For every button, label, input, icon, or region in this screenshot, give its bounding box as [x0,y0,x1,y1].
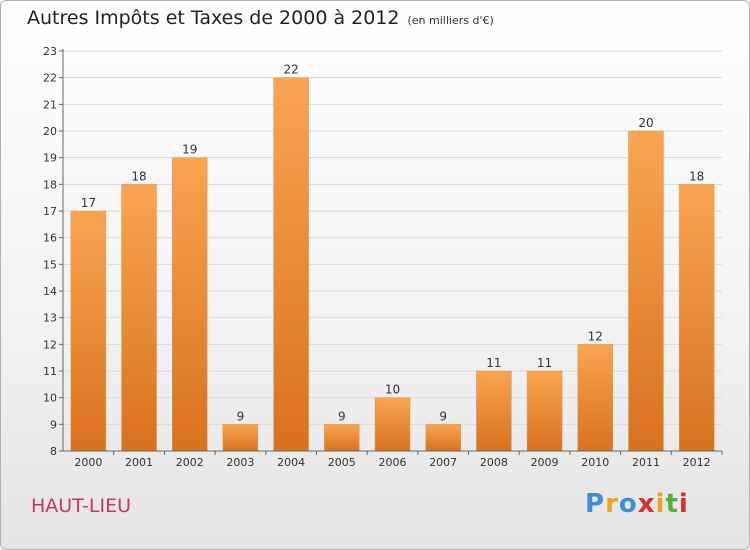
y-tick-label: 9 [50,418,57,431]
y-tick-label: 20 [43,125,57,138]
bar-value-label: 9 [237,409,245,423]
bar-value-label: 12 [588,329,603,343]
x-tick-label: 2008 [480,456,508,469]
y-tick-label: 19 [43,152,57,165]
bar-2006 [374,397,411,452]
bar-2005 [324,424,360,452]
bar-value-label: 10 [385,383,400,397]
axes [59,49,723,455]
y-tick-label: 21 [43,98,57,111]
bar-2010 [577,344,614,452]
commune-name: HAUT-LIEU [31,495,132,517]
bar-2011 [628,130,664,452]
logo-letter: x [637,489,656,519]
x-tick-label: 2012 [683,456,711,469]
y-tick-label: 11 [43,365,57,378]
y-tick-label: 23 [43,45,57,58]
bar-value-label: 17 [81,196,96,210]
bar-value-label: 18 [689,169,704,183]
bar-2003 [222,424,259,452]
y-tick-label: 17 [43,205,57,218]
bar-value-label: 18 [131,169,146,183]
x-tick-label: 2005 [328,456,356,469]
logo-letter: r [605,489,619,519]
x-tick-label: 2007 [429,456,457,469]
y-tick-label: 8 [50,445,57,458]
y-tick-label: 15 [43,258,57,271]
logo-letter: i [678,489,689,519]
bar-2002 [171,157,208,452]
bar-2012 [678,184,715,452]
x-tick-label: 2011 [632,456,660,469]
bar-value-labels: 17 18 19 9 22 9 10 9 11 11 12 20 18 [81,63,705,424]
logo-letter: t [665,489,679,519]
bars [70,77,715,452]
x-axis-tick-labels: 2000 2001 2002 2003 2004 2005 2006 2007 2008 2009… [74,456,710,469]
y-tick-label: 12 [43,338,57,351]
chart-title: Autres Impôts et Taxes de 2000 à 2012 (en… [27,7,494,29]
x-tick-label: 2001 [125,456,153,469]
y-tick-label: 18 [43,178,57,191]
y-axis-tick-labels: 8 9 10 11 12 13 14 15 16 17 18 19 20 21 22 23 [43,45,57,458]
x-tick-label: 2002 [176,456,204,469]
y-tick-label: 22 [43,72,57,85]
y-tick-label: 10 [43,392,57,405]
bar-2001 [121,184,157,452]
bar-2008 [476,370,512,452]
bar-2004 [273,77,309,452]
logo-letter: i [655,489,666,519]
bar-2007 [425,424,461,452]
bar-2009 [526,370,563,452]
bar-value-label: 20 [638,116,653,130]
x-tick-label: 2000 [74,456,102,469]
y-tick-label: 16 [43,232,57,245]
y-tick-label: 14 [43,285,57,298]
x-tick-label: 2006 [379,456,407,469]
proxiti-logo: Proxiti [585,489,689,519]
bar-value-label: 19 [182,143,197,157]
logo-letter: o [618,489,638,519]
bar-value-label: 11 [537,356,552,370]
bar-2000 [70,210,107,452]
logo-letter: P [585,489,606,519]
bar-value-label: 11 [486,356,501,370]
y-tick-label: 13 [43,312,57,325]
x-tick-label: 2009 [531,456,559,469]
bar-value-label: 9 [439,409,447,423]
bar-value-label: 22 [283,63,298,77]
chart-title-text: Autres Impôts et Taxes de 2000 à 2012 [27,7,400,29]
chart-subtitle: (en milliers d'€) [407,14,494,27]
x-tick-label: 2003 [226,456,254,469]
bar-value-label: 9 [338,409,346,423]
x-tick-label: 2010 [581,456,609,469]
x-tick-label: 2004 [277,456,305,469]
